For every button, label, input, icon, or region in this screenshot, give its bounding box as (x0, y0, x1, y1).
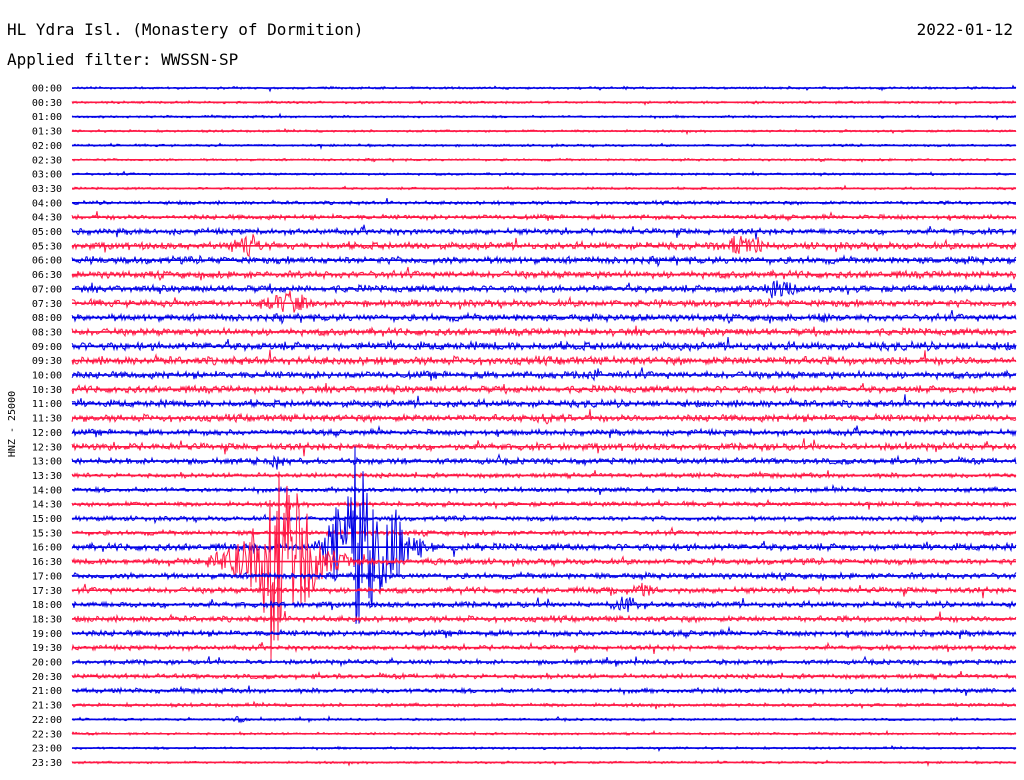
filter-line: Applied filter: WWSSN-SP (7, 50, 238, 69)
trace-1100 (71, 394, 1017, 410)
filter-value: WWSSN-SP (161, 50, 239, 69)
trace-0800 (71, 309, 1017, 325)
row-label: 17:30 (32, 586, 62, 597)
row-label: 02:00 (32, 141, 62, 152)
row-label: 23:00 (32, 744, 62, 755)
row-label: 20:30 (32, 672, 62, 683)
trace-1130 (71, 409, 1017, 425)
row-label: 09:00 (32, 342, 62, 353)
row-label: 21:00 (32, 686, 62, 697)
row-label: 18:00 (32, 600, 62, 611)
trace-1230 (71, 438, 1017, 457)
row-label: 07:30 (32, 299, 62, 310)
filter-label: Applied filter: (7, 50, 152, 69)
trace-0730 (71, 290, 1017, 313)
row-label: 12:00 (32, 428, 62, 439)
row-label: 03:30 (32, 184, 62, 195)
row-label: 05:00 (32, 227, 62, 238)
y-axis-label: HNZ - 25000 (7, 391, 18, 457)
row-label: 09:30 (32, 356, 62, 367)
row-label: 22:00 (32, 715, 62, 726)
trace-2030 (71, 671, 1017, 681)
row-label: 05:30 (32, 241, 62, 252)
row-label: 10:30 (32, 385, 62, 396)
row-label: 00:30 (32, 98, 62, 109)
row-label: 15:30 (32, 528, 62, 539)
row-label: 11:00 (32, 399, 62, 410)
row-label: 13:00 (32, 457, 62, 468)
date-label: 2022-01-12 (916, 20, 1013, 39)
traces-group (71, 84, 1017, 768)
trace-0430 (71, 211, 1017, 222)
row-label: 14:30 (32, 500, 62, 511)
row-label: 03:00 (32, 170, 62, 181)
row-label: 08:30 (32, 327, 62, 338)
row-label: 23:30 (32, 758, 62, 769)
row-label: 06:30 (32, 270, 62, 281)
row-label: 18:30 (32, 614, 62, 625)
trace-0630 (71, 266, 1017, 282)
row-label: 19:00 (32, 629, 62, 640)
row-label: 16:30 (32, 557, 62, 568)
row-label: 10:00 (32, 371, 62, 382)
trace-1330 (71, 470, 1017, 480)
row-label: 07:00 (32, 284, 62, 295)
row-label: 19:30 (32, 643, 62, 654)
row-label: 04:00 (32, 198, 62, 209)
row-label: 17:00 (32, 571, 62, 582)
row-label: 08:00 (32, 313, 62, 324)
row-label: 12:30 (32, 442, 62, 453)
row-label: 15:00 (32, 514, 62, 525)
row-label: 11:30 (32, 414, 62, 425)
trace-1830 (71, 611, 1017, 625)
row-label: 21:30 (32, 701, 62, 712)
row-label: 13:30 (32, 471, 62, 482)
row-label: 00:00 (32, 84, 62, 95)
row-label: 01:30 (32, 127, 62, 138)
row-label: 22:30 (32, 729, 62, 740)
row-label: 04:30 (32, 213, 62, 224)
row-label: 02:30 (32, 155, 62, 166)
trace-0900 (71, 337, 1017, 353)
trace-0400 (71, 197, 1017, 207)
row-label: 20:00 (32, 658, 62, 669)
trace-0700 (71, 280, 1017, 299)
row-label: 01:00 (32, 112, 62, 123)
row-labels-group: 00:00 00:30 01:00 01:30 02:00 02:30 03:00 03:30… (32, 84, 62, 769)
trace-1300 (71, 453, 1017, 470)
trace-0930 (71, 349, 1017, 367)
station-title: HL Ydra Isl. (Monastery of Dormition) (7, 20, 364, 39)
row-label: 14:00 (32, 485, 62, 496)
trace-1000 (71, 367, 1017, 382)
row-label: 06:00 (32, 256, 62, 267)
row-label: 16:00 (32, 543, 62, 554)
